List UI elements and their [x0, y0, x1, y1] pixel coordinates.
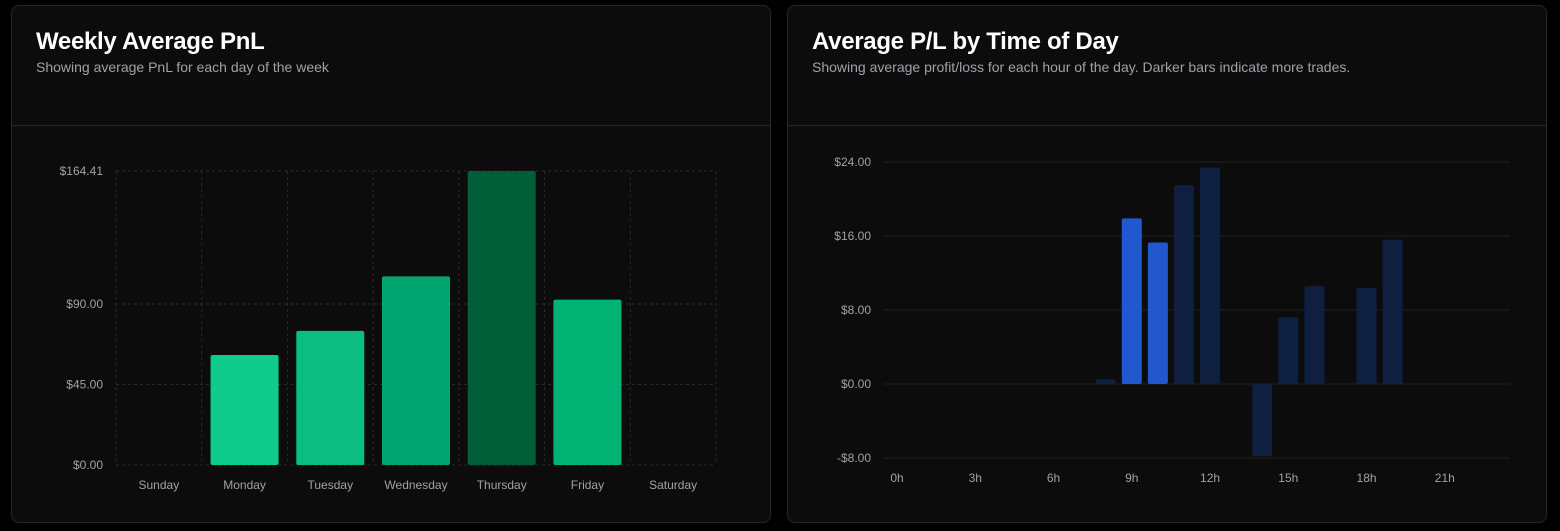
weekly-pnl-header: Weekly Average PnL Showing average PnL f…: [12, 6, 770, 126]
weekly-x-tick-label: Saturday: [649, 478, 697, 492]
hourly-x-tick-label: 3h: [969, 471, 982, 485]
weekly-bar-monday: [210, 355, 279, 465]
weekly-y-tick-label: $0.00: [73, 458, 103, 472]
hourly-y-tick-label: -$8.00: [837, 451, 871, 465]
hourly-bar-9h: [1121, 218, 1142, 384]
hourly-pnl-subtitle: Showing average profit/loss for each hou…: [812, 59, 1351, 75]
weekly-y-tick-label: $164.41: [60, 164, 104, 178]
hourly-x-tick-label: 6h: [1047, 471, 1060, 485]
hourly-x-tick-label: 9h: [1125, 471, 1138, 485]
weekly-pnl-title: Weekly Average PnL: [36, 28, 265, 55]
weekly-y-tick-label: $90.00: [66, 297, 103, 311]
hourly-bar-18h: [1356, 287, 1377, 384]
hourly-pnl-header: Average P/L by Time of Day Showing avera…: [788, 6, 1546, 126]
hourly-pnl-card: Average P/L by Time of Day Showing avera…: [787, 5, 1547, 523]
weekly-x-tick-label: Thursday: [477, 478, 527, 492]
hourly-y-tick-label: $0.00: [841, 377, 871, 391]
hourly-bar-19h: [1382, 239, 1403, 384]
hourly-x-tick-label: 15h: [1278, 471, 1298, 485]
hourly-x-tick-label: 21h: [1435, 471, 1455, 485]
weekly-pnl-subtitle: Showing average PnL for each day of the …: [36, 59, 329, 75]
weekly-x-tick-label: Monday: [223, 478, 266, 492]
hourly-y-tick-label: $24.00: [834, 155, 871, 169]
hourly-y-tick-label: $16.00: [834, 229, 871, 243]
hourly-bar-12h: [1200, 167, 1221, 384]
weekly-x-tick-label: Tuesday: [307, 478, 353, 492]
weekly-pnl-card: Weekly Average PnL Showing average PnL f…: [11, 5, 771, 523]
hourly-y-tick-label: $8.00: [841, 303, 871, 317]
weekly-x-tick-label: Friday: [571, 478, 604, 492]
hourly-bar-8h: [1095, 379, 1116, 384]
hourly-x-tick-label: 0h: [890, 471, 903, 485]
weekly-bar-thursday: [467, 171, 536, 465]
weekly-x-tick-label: Wednesday: [384, 478, 447, 492]
hourly-pnl-chart: -$8.00 $0.00 $8.00 $16.00 $24.00 0h 3h 6h 9h 12h 1…: [834, 155, 1510, 485]
hourly-bar-15h: [1278, 317, 1299, 384]
weekly-pnl-chart: $0.00 $45.00 $90.00 $164.41 Sunday Monday Tues…: [60, 164, 717, 492]
weekly-y-tick-label: $45.00: [66, 378, 103, 392]
hourly-pnl-title: Average P/L by Time of Day: [812, 28, 1119, 55]
weekly-bar-wednesday: [382, 276, 450, 465]
hourly-x-tick-label: 18h: [1357, 471, 1377, 485]
hourly-bar-11h: [1173, 185, 1194, 384]
hourly-bar-10h: [1147, 242, 1168, 384]
hourly-bar-14h: [1252, 384, 1273, 457]
weekly-bar-friday: [553, 299, 622, 465]
weekly-x-tick-label: Sunday: [139, 478, 180, 492]
hourly-x-tick-label: 12h: [1200, 471, 1220, 485]
hourly-bar-16h: [1304, 285, 1325, 384]
weekly-bar-tuesday: [296, 330, 365, 465]
